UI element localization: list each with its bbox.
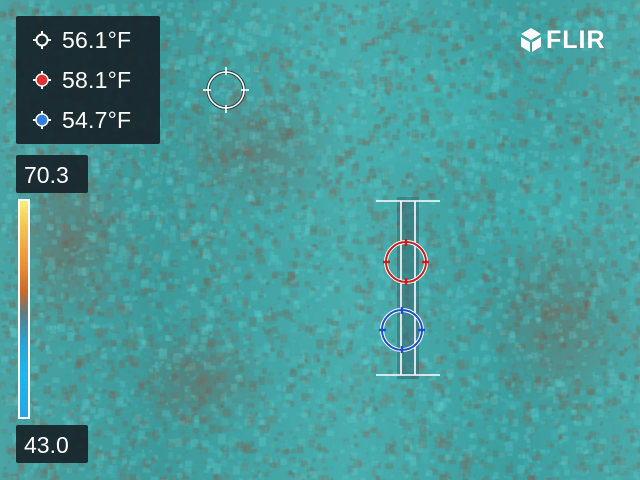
scale-max-label: 70.3: [16, 155, 88, 193]
scale-min-value: 43.0: [24, 432, 69, 458]
spot-meter-marker[interactable]: [203, 67, 249, 113]
temperature-scale-bar: [18, 199, 30, 419]
min-measurement-row[interactable]: 54.7°F: [16, 100, 160, 140]
crosshair-red-icon: [33, 71, 51, 89]
spot-temperature-value: 56.1°F: [62, 26, 132, 53]
flir-logo-mark-icon: [521, 28, 541, 52]
measurement-area-box[interactable]: [376, 197, 440, 379]
scale-min-label: 43.0: [16, 425, 88, 463]
max-temperature-value: 58.1°F: [62, 66, 132, 93]
spot-measurement-row[interactable]: 56.1°F: [16, 20, 160, 60]
crosshair-blue-icon: [33, 111, 51, 129]
cold-spot-marker[interactable]: [379, 307, 425, 353]
scale-max-value: 70.3: [24, 162, 69, 188]
flir-logo: FLIR: [520, 24, 620, 56]
max-measurement-row[interactable]: 58.1°F: [16, 60, 160, 100]
hot-spot-marker[interactable]: [383, 239, 429, 285]
min-temperature-value: 54.7°F: [62, 106, 132, 133]
temperature-palette-gradient: [20, 201, 28, 417]
flir-logo-text: FLIR: [546, 25, 606, 54]
measurement-panel: 56.1°F 58.1°F 54.7°F: [16, 16, 160, 144]
crosshair-white-icon: [33, 31, 51, 49]
